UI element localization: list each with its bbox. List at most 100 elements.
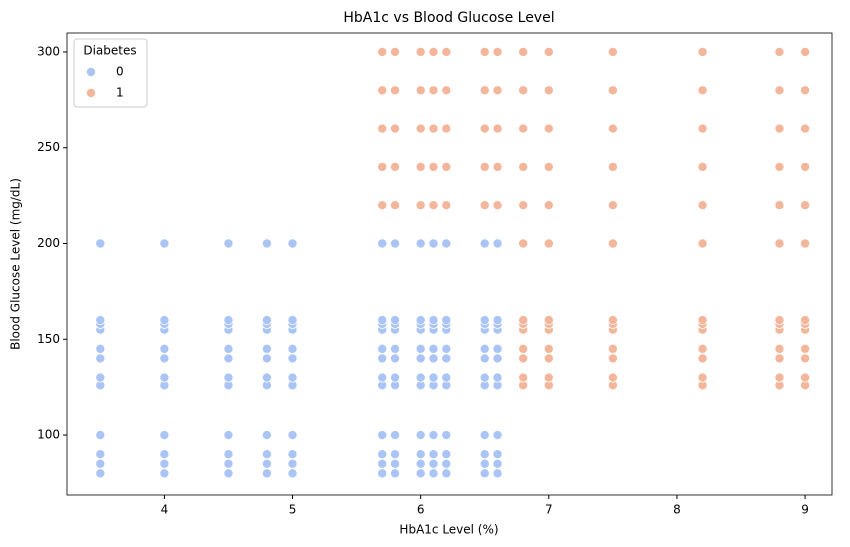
point (441, 343, 452, 354)
point (441, 238, 452, 249)
point (377, 353, 388, 364)
point (223, 343, 234, 354)
point (95, 458, 106, 469)
point (415, 430, 426, 441)
point (390, 458, 401, 469)
point (774, 85, 785, 96)
point (800, 123, 811, 134)
point (518, 315, 529, 326)
point (479, 468, 490, 479)
point (492, 430, 503, 441)
point (518, 123, 529, 134)
point (377, 238, 388, 249)
point (607, 315, 618, 326)
point (800, 46, 811, 57)
legend-marker (86, 88, 97, 99)
point (492, 161, 503, 172)
point (287, 238, 298, 249)
point (428, 315, 439, 326)
point (287, 468, 298, 479)
point (377, 458, 388, 469)
point (261, 468, 272, 479)
point (543, 46, 554, 57)
point (518, 343, 529, 354)
point (377, 372, 388, 383)
point (479, 85, 490, 96)
point (95, 449, 106, 460)
point (390, 353, 401, 364)
point (261, 353, 272, 364)
y-tick-label: 250 (37, 140, 60, 154)
point (492, 123, 503, 134)
point (159, 315, 170, 326)
point (415, 458, 426, 469)
point (441, 123, 452, 134)
point (95, 468, 106, 479)
point (479, 315, 490, 326)
y-tick-label: 100 (37, 428, 60, 442)
point (607, 238, 618, 249)
point (390, 123, 401, 134)
x-tick-label: 5 (289, 503, 297, 517)
point (415, 238, 426, 249)
point (492, 449, 503, 460)
point (492, 238, 503, 249)
legend-marker (86, 67, 97, 78)
point (479, 449, 490, 460)
point (223, 238, 234, 249)
point (607, 372, 618, 383)
point (441, 315, 452, 326)
point (415, 353, 426, 364)
point (479, 343, 490, 354)
point (223, 372, 234, 383)
point (479, 123, 490, 134)
point (441, 430, 452, 441)
point (492, 85, 503, 96)
point (95, 238, 106, 249)
x-tick-label: 4 (161, 503, 169, 517)
point (697, 372, 708, 383)
point (543, 315, 554, 326)
x-tick-label: 7 (545, 503, 553, 517)
point (287, 353, 298, 364)
point (441, 46, 452, 57)
point (415, 85, 426, 96)
point (377, 468, 388, 479)
point (492, 353, 503, 364)
point (261, 238, 272, 249)
point (428, 238, 439, 249)
legend-label: 1 (116, 86, 124, 100)
point (223, 449, 234, 460)
point (774, 315, 785, 326)
point (428, 161, 439, 172)
point (287, 343, 298, 354)
y-tick-label: 200 (37, 236, 60, 250)
point (261, 343, 272, 354)
point (390, 372, 401, 383)
point (415, 123, 426, 134)
point (159, 238, 170, 249)
point (543, 343, 554, 354)
point (390, 449, 401, 460)
point (492, 458, 503, 469)
point (415, 372, 426, 383)
point (377, 449, 388, 460)
point (428, 123, 439, 134)
point (377, 200, 388, 211)
point (159, 430, 170, 441)
point (441, 161, 452, 172)
point (95, 353, 106, 364)
point (479, 353, 490, 364)
y-axis-label: Blood Glucose Level (mg/dL) (9, 178, 23, 350)
point (159, 343, 170, 354)
point (492, 468, 503, 479)
point (479, 430, 490, 441)
point (697, 161, 708, 172)
point (607, 161, 618, 172)
point (543, 372, 554, 383)
point (377, 46, 388, 57)
point (390, 238, 401, 249)
point (800, 372, 811, 383)
point (441, 372, 452, 383)
point (479, 161, 490, 172)
